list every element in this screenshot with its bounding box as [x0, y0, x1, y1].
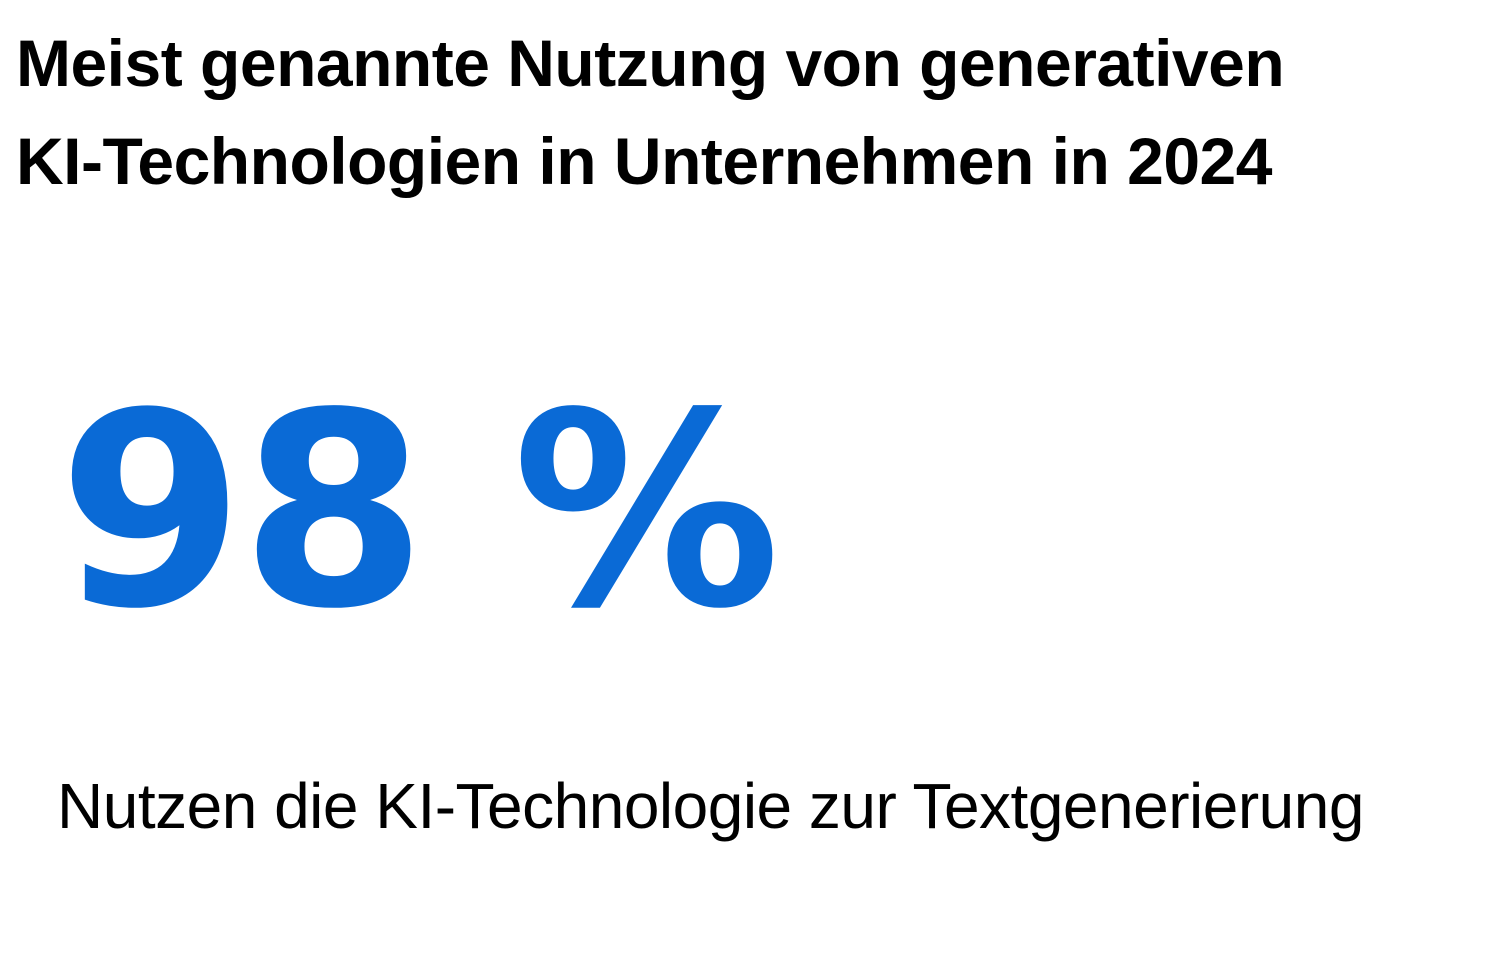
stat-description: Nutzen die KI-Technologie zur Textgeneri… [57, 770, 1364, 842]
page-title: Meist genannte Nutzung von generativen K… [16, 14, 1486, 210]
title-line-2: KI-Technologien in Unternehmen in 2024 [16, 124, 1272, 198]
stat-value: 98 % [58, 356, 781, 668]
title-line-1: Meist genannte Nutzung von generativen [16, 26, 1285, 100]
